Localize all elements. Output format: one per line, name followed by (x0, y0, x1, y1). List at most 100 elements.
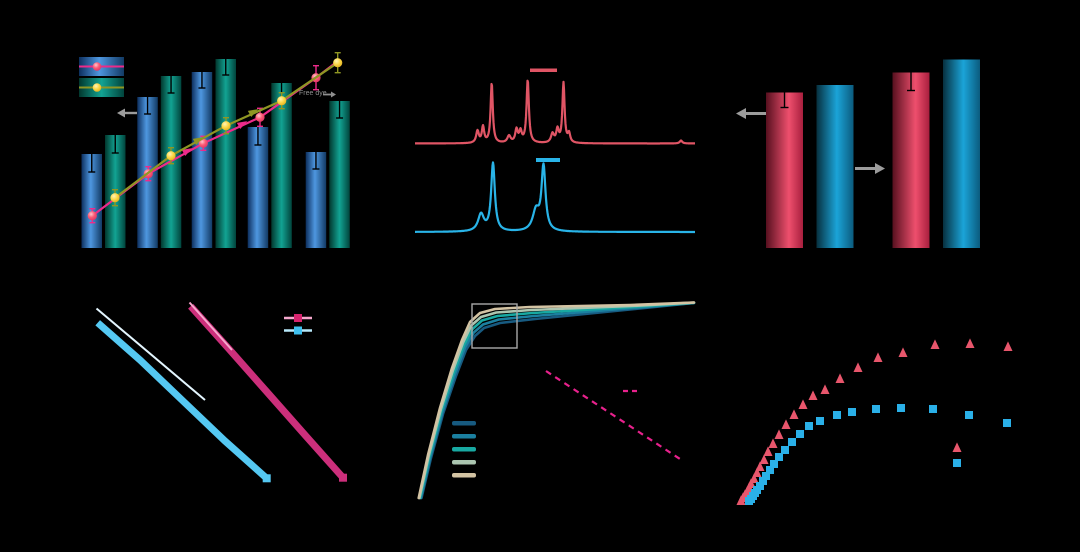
triangle-marker (930, 339, 940, 350)
pink-series-marker (87, 211, 97, 221)
curve-tan (417, 301, 696, 500)
triangle-marker (820, 384, 830, 395)
blue-bar (81, 154, 102, 248)
legend-marker (294, 314, 302, 322)
inset-dashed-line (545, 370, 681, 460)
square-marker (759, 477, 767, 485)
legend-marker-pink (92, 62, 102, 71)
olive-series-marker (277, 96, 287, 106)
olive-series-marker (166, 151, 176, 161)
cyan-bar-1 (816, 85, 854, 248)
triangle-marker (1003, 341, 1013, 352)
crimson-spectrum (414, 79, 696, 145)
square-marker (965, 411, 973, 419)
pink-decay-fit-line (188, 301, 233, 351)
cyan-bar-2 (943, 59, 980, 248)
right-axis-arrow-icon (331, 91, 336, 98)
panel-e-multiline-chart (417, 301, 696, 500)
zoom-region-box (471, 303, 518, 349)
line-direction-arrow-icon (247, 109, 259, 118)
olive-series-marker (221, 121, 231, 131)
triangle-marker (808, 390, 818, 401)
square-marker (929, 405, 937, 413)
free-dye-label: Free dye (299, 90, 327, 97)
triangle-marker (873, 352, 883, 363)
triangle-marker (798, 399, 808, 410)
cyan-decay-end-marker (262, 474, 271, 483)
panel-d-decay-chart (95, 301, 347, 483)
line-direction-arrow-icon (192, 137, 204, 146)
pink-decay (188, 303, 346, 481)
triangle-marker (752, 467, 762, 478)
square-marker (953, 459, 961, 467)
square-marker (781, 446, 789, 454)
square-marker (833, 411, 841, 419)
teal-bar (215, 59, 236, 248)
line-direction-arrow-icon (181, 148, 193, 157)
triangle-marker (789, 409, 799, 420)
pink-decay-end-marker (339, 473, 347, 482)
cyan-spectrum (414, 161, 696, 234)
square-marker (796, 430, 804, 438)
blue-bar (247, 127, 269, 248)
panel-c-bar-chart (736, 53, 980, 248)
square-marker (756, 482, 764, 490)
pink-series-line (91, 61, 337, 217)
triangle-marker (749, 473, 759, 484)
panel-b-spectra-chart (414, 68, 696, 234)
crimson-spectrum-label-swatch (530, 68, 557, 72)
legend-swatch (452, 473, 476, 478)
cyan-decay-fit-line (95, 307, 206, 401)
triangle-marker (853, 362, 863, 373)
panel-f-scatter-chart (736, 338, 1013, 506)
blue-bar (305, 152, 327, 248)
triangle-marker (774, 429, 784, 440)
legend-swatch (452, 460, 476, 465)
square-marker (897, 404, 905, 412)
square-marker (762, 472, 770, 480)
teal-bar (271, 83, 292, 248)
blue-bar (191, 72, 213, 248)
triangle-marker (898, 347, 908, 358)
triangle-marker (965, 338, 975, 349)
pink-bar-2 (892, 72, 930, 248)
square-marker (775, 453, 783, 461)
curve-sage (418, 301, 696, 500)
legend-swatch (452, 434, 476, 439)
line-direction-arrow-icon (236, 121, 248, 130)
legend-marker-yellow (92, 83, 102, 92)
panel-a-bar-line-chart (79, 42, 350, 248)
triangle-marker (952, 442, 962, 453)
square-marker (766, 466, 774, 474)
triangle-marker (763, 446, 773, 457)
cyan-spectrum-label-swatch (536, 158, 560, 162)
square-marker (816, 417, 824, 425)
legend-marker (294, 326, 302, 335)
square-marker (1003, 419, 1011, 427)
cyan-decay (95, 320, 270, 481)
square-marker (770, 460, 778, 468)
pink-series-marker (198, 138, 208, 148)
square-marker (788, 438, 796, 446)
teal-bar (329, 101, 350, 248)
curve-navy (420, 301, 696, 500)
square-marker (848, 408, 856, 416)
square-marker (872, 405, 880, 413)
legend-swatch (452, 447, 476, 452)
triangle-marker (768, 438, 778, 449)
axis-arrow-icon (736, 108, 746, 119)
curve-turquoise (418, 301, 696, 500)
curve-steel (419, 301, 696, 500)
left-axis-arrow-icon (117, 108, 125, 118)
triangle-marker (755, 461, 765, 472)
square-marker (805, 422, 813, 430)
legend-swatch (452, 421, 476, 426)
axis-arrow-icon (875, 163, 885, 174)
pink-bar-1 (766, 92, 803, 248)
olive-series-marker (110, 193, 120, 203)
triangle-marker (835, 373, 845, 384)
olive-series-marker (333, 58, 343, 68)
triangle-marker (781, 419, 791, 430)
triangle-marker (746, 478, 756, 489)
